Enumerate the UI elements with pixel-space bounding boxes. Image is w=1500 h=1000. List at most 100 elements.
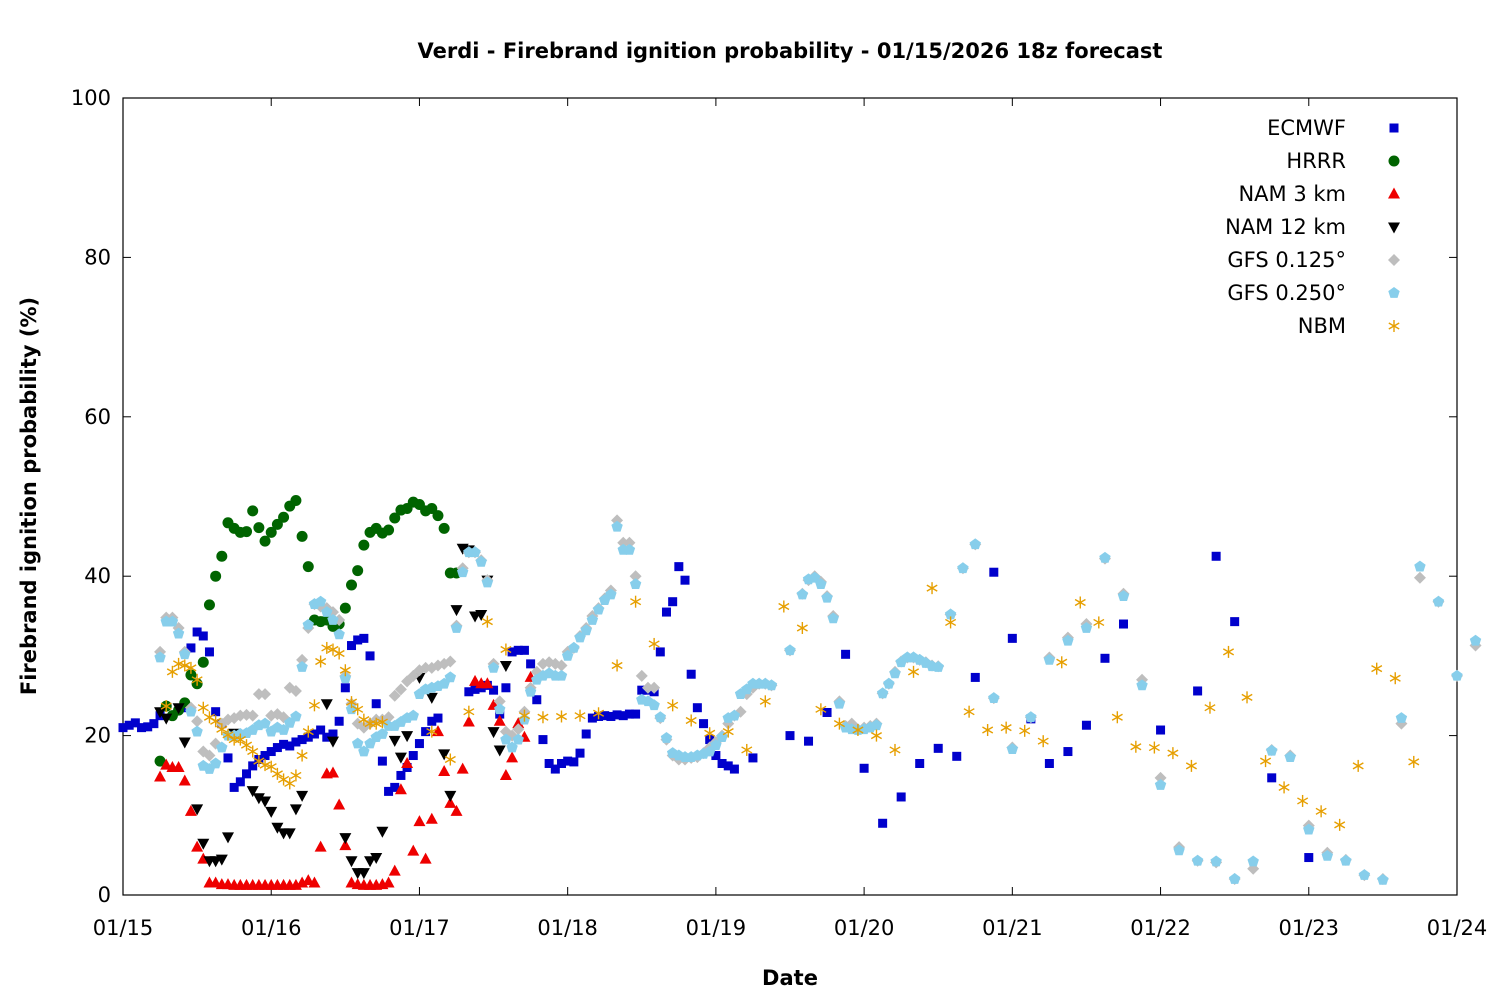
data-point	[623, 543, 636, 555]
data-point	[384, 786, 394, 796]
data-point	[499, 660, 512, 672]
data-point	[889, 743, 901, 756]
series-hrrr	[154, 494, 462, 767]
data-point	[426, 502, 438, 514]
data-point	[326, 766, 339, 778]
data-point	[401, 756, 414, 768]
data-point	[1081, 720, 1091, 730]
data-point	[513, 645, 523, 655]
data-point	[631, 709, 641, 719]
data-point	[456, 762, 469, 774]
data-point	[988, 692, 1000, 703]
data-point	[450, 605, 463, 617]
x-tick-label: 01/20	[834, 916, 895, 940]
data-point	[210, 570, 222, 582]
data-point	[283, 828, 296, 840]
data-point	[321, 606, 333, 617]
data-point	[222, 728, 234, 741]
data-point	[555, 710, 568, 723]
data-point	[308, 699, 320, 712]
data-point	[166, 615, 179, 627]
data-point	[143, 722, 153, 732]
data-point	[203, 599, 215, 611]
data-point	[809, 571, 821, 583]
data-point	[1173, 844, 1185, 856]
data-point	[396, 770, 406, 780]
data-point	[352, 565, 364, 577]
data-point	[524, 685, 537, 697]
data-point	[266, 747, 276, 757]
data-point	[353, 635, 363, 645]
data-point	[804, 736, 814, 746]
data-point	[784, 644, 796, 656]
data-point	[1117, 590, 1130, 601]
data-point	[568, 641, 580, 653]
y-tick-label: 100	[71, 86, 111, 110]
y-tick-label: 60	[84, 405, 111, 429]
y-tick-label: 0	[98, 883, 111, 907]
data-point	[296, 530, 308, 542]
data-point	[456, 566, 469, 578]
data-point	[692, 703, 702, 713]
data-point	[438, 764, 451, 776]
data-point	[302, 618, 314, 630]
data-point	[1148, 741, 1160, 754]
data-point	[333, 798, 346, 810]
data-point	[334, 716, 344, 726]
data-point	[1167, 747, 1179, 760]
data-point	[915, 758, 925, 768]
data-point	[1093, 616, 1105, 629]
data-point	[1130, 740, 1142, 753]
data-point	[660, 731, 673, 743]
data-point	[506, 751, 519, 763]
data-point	[154, 707, 167, 719]
data-point	[259, 688, 272, 701]
data-point	[297, 735, 307, 745]
data-point	[407, 709, 419, 721]
series-nam-12-km	[154, 543, 512, 880]
data-point	[606, 711, 616, 721]
data-point	[210, 715, 222, 728]
data-point	[1210, 855, 1222, 867]
data-point	[333, 628, 345, 640]
data-point	[198, 631, 208, 641]
data-point	[407, 844, 420, 856]
data-point	[580, 624, 592, 636]
data-point	[1211, 551, 1221, 561]
data-point	[235, 777, 245, 787]
data-point	[555, 669, 568, 681]
data-point	[253, 522, 265, 534]
data-point	[191, 673, 203, 686]
legend-marker	[1388, 254, 1400, 266]
x-axis-ticks: 01/15 01/16 01/17 01/18 01/19 01/20 01/21 01/22…	[93, 98, 1487, 940]
data-point	[1191, 854, 1204, 866]
data-point	[907, 665, 920, 678]
data-point	[532, 695, 542, 705]
data-point	[611, 520, 623, 532]
data-point	[154, 755, 166, 767]
plot-area-border	[122, 97, 1458, 896]
data-point	[425, 812, 438, 824]
data-point	[216, 723, 228, 736]
data-point	[1043, 653, 1056, 665]
data-point	[1100, 653, 1110, 663]
data-point	[493, 714, 506, 726]
data-point	[1432, 595, 1445, 607]
data-point	[1389, 672, 1401, 685]
data-point	[1063, 747, 1073, 757]
data-point	[241, 526, 253, 538]
legend-marker	[1388, 155, 1400, 167]
data-point	[1377, 873, 1389, 885]
data-point	[1074, 596, 1086, 609]
data-point	[1304, 853, 1314, 863]
legend-label: HRRR	[1286, 149, 1346, 173]
data-point	[623, 536, 636, 549]
data-point	[209, 757, 222, 769]
data-point	[272, 743, 282, 753]
data-point	[192, 627, 202, 637]
chart-title: Verdi - Firebrand ignition probability -…	[418, 39, 1163, 63]
data-point	[1395, 712, 1408, 723]
data-point	[259, 717, 271, 729]
data-point	[432, 510, 444, 522]
data-point	[394, 783, 407, 795]
